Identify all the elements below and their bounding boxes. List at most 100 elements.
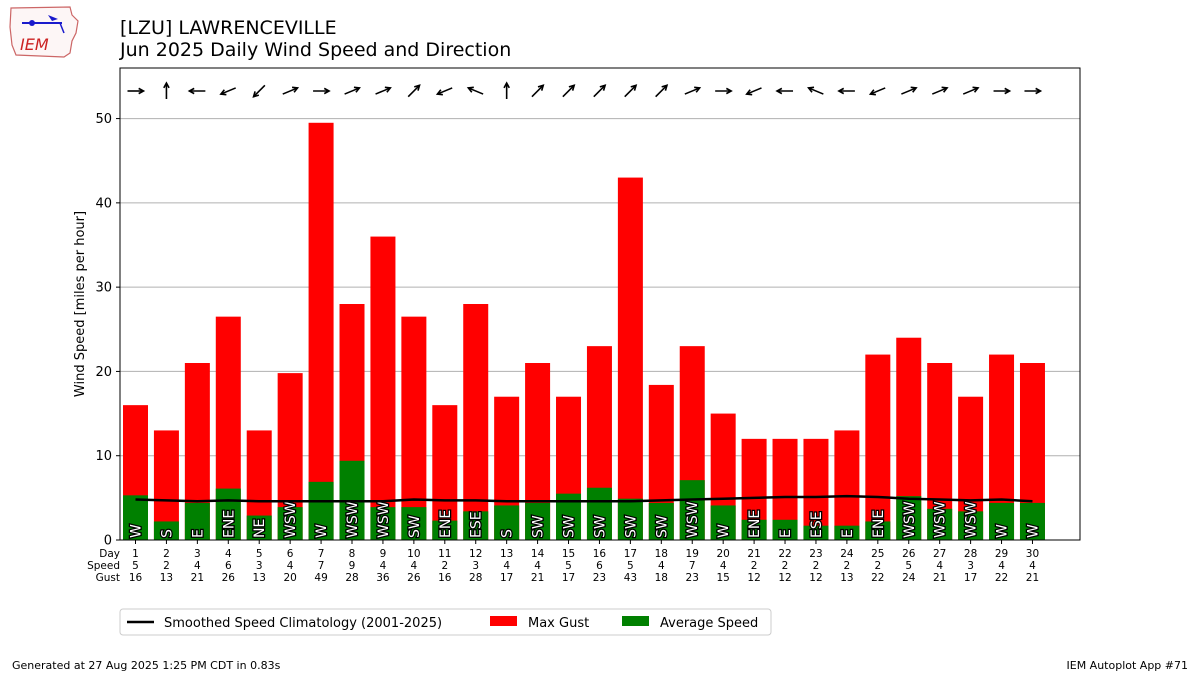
wind-arrow-icon	[466, 86, 484, 95]
direction-label: E	[778, 529, 794, 538]
gust-label: 28	[345, 572, 358, 584]
day-label: 30	[1026, 548, 1039, 560]
direction-label: E	[190, 529, 206, 538]
direction-label: WSW	[283, 501, 299, 538]
day-label: 15	[562, 548, 575, 560]
arrow-head	[568, 84, 576, 91]
direction-label: SW	[531, 515, 547, 538]
day-label: 13	[500, 548, 513, 560]
arrow-shaft	[808, 87, 824, 95]
arrow-head	[187, 87, 195, 95]
speed-label: 2	[782, 560, 789, 572]
avg-speed-bar	[153, 521, 179, 540]
direction-label: SW	[562, 515, 578, 538]
wind-arrow-icon	[252, 84, 266, 98]
arrow-head	[466, 86, 474, 93]
day-label: 27	[933, 548, 946, 560]
gust-label: 16	[129, 572, 143, 584]
gust-label: 36	[376, 572, 390, 584]
y-tick-label: 50	[95, 112, 112, 127]
direction-label: ENE	[871, 510, 887, 538]
day-label: 29	[995, 548, 1008, 560]
avg-speed-bar	[370, 507, 396, 540]
wind-arrow-icon	[715, 87, 733, 95]
speed-label: 2	[874, 560, 881, 572]
arrow-head	[219, 89, 227, 96]
day-label: 2	[163, 548, 170, 560]
speed-label: 7	[318, 560, 325, 572]
speed-label: 3	[256, 560, 263, 572]
speed-label: 4	[411, 560, 418, 572]
day-label: 8	[349, 548, 356, 560]
direction-label: WSW	[902, 501, 918, 538]
row-header: Day	[99, 548, 120, 560]
gust-label: 17	[964, 572, 977, 584]
climatology-line-path	[135, 494, 1033, 503]
gust-label: 15	[716, 572, 729, 584]
avg-speed-bar	[432, 520, 458, 540]
speed-label: 4	[503, 560, 510, 572]
avg-speed-bar	[803, 525, 829, 540]
speed-label: 6	[596, 560, 603, 572]
direction-label: WSW	[345, 501, 361, 538]
speed-label: 4	[1029, 560, 1036, 572]
day-label: 11	[438, 548, 451, 560]
day-label: 3	[194, 548, 201, 560]
y-tick-label: 30	[95, 281, 112, 296]
direction-label: W	[129, 524, 145, 538]
direction-label: S	[159, 529, 175, 538]
arrow-shaft	[870, 87, 886, 95]
arrow-head	[941, 86, 949, 93]
day-label: 17	[624, 548, 637, 560]
day-label: 24	[840, 548, 854, 560]
gust-bar	[834, 430, 860, 540]
arrow-head	[868, 89, 876, 96]
legend-speed-swatch	[622, 616, 649, 626]
gust-label: 28	[469, 572, 482, 584]
speed-label: 4	[720, 560, 727, 572]
row-header: Gust	[96, 572, 120, 584]
wind-arrow-icon	[127, 87, 146, 95]
speed-label: 9	[349, 560, 356, 572]
wind-arrow-icon	[962, 86, 980, 95]
wind-arrow-icon	[375, 86, 392, 95]
gust-label: 12	[809, 572, 822, 584]
direction-label: ENE	[438, 510, 454, 538]
wind-arrow-icon	[163, 81, 170, 99]
legend-entry-gust: Max Gust	[528, 616, 589, 631]
wind-arrow-icon	[282, 86, 300, 95]
wind-arrow-icon	[837, 87, 855, 95]
speed-label: 4	[287, 560, 294, 572]
gust-label: 21	[191, 572, 204, 584]
arrow-head	[414, 84, 421, 91]
wind-arrow-icon	[313, 87, 331, 95]
arrow-head	[972, 86, 980, 93]
avg-speed-bar	[401, 507, 427, 540]
wind-arrow-icon	[562, 84, 576, 98]
bars	[123, 122, 1045, 541]
gust-bar	[865, 354, 891, 540]
speed-label: 4	[380, 560, 387, 572]
avg-speed-bar	[215, 488, 241, 540]
speed-label: 5	[905, 560, 912, 572]
speed-label: 5	[627, 560, 634, 572]
avg-speed-bar	[927, 508, 953, 540]
arrow-head	[775, 87, 783, 95]
day-label: 19	[686, 548, 699, 560]
direction-label: SW	[654, 515, 670, 538]
wind-arrow-icon	[503, 81, 510, 99]
avg-speed-bar	[525, 502, 551, 540]
avg-speed-bar	[617, 498, 643, 540]
avg-speed-bar	[710, 505, 736, 540]
arrow-head	[353, 86, 361, 93]
legend[interactable]: Smoothed Speed Climatology (2001-2025) Ma…	[119, 608, 772, 636]
y-axis-label: Wind Speed [miles per hour]	[73, 211, 88, 397]
gust-label: 21	[933, 572, 946, 584]
gust-bar	[803, 438, 829, 540]
gust-label: 23	[593, 572, 606, 584]
arrow-shaft	[252, 84, 266, 98]
avg-speed-bar	[308, 481, 334, 540]
legend-entry-climatology: Smoothed Speed Climatology (2001-2025)	[164, 616, 442, 631]
avg-speed-bar	[586, 487, 612, 540]
day-label: 18	[655, 548, 668, 560]
